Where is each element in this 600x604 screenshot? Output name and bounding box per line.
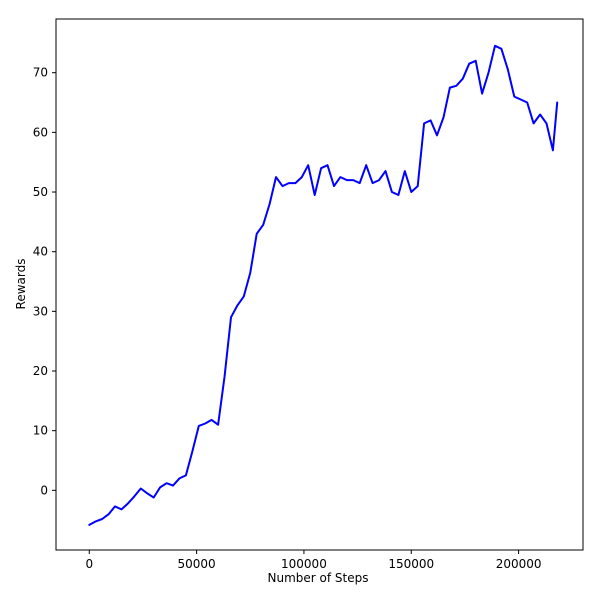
series-layer [88,44,559,526]
x-axis-ticks: 0 50000 100000 150000 200000 [85,550,542,571]
y-tick-label: 20 [33,364,48,378]
y-tick-label: 70 [33,66,48,80]
y-axis-label: Rewards [14,259,28,310]
x-tick-label: 0 [85,557,93,571]
rewards-series-line [88,44,559,526]
y-tick-label: 60 [33,125,48,139]
y-axis-ticks: 0 10 20 30 40 50 60 70 [33,66,56,497]
y-tick-label: 10 [33,424,48,438]
x-tick-label: 100000 [281,557,327,571]
y-tick-label: 40 [33,245,48,259]
x-tick-label: 150000 [388,557,434,571]
x-tick-label: 50000 [178,557,216,571]
x-tick-label: 200000 [496,557,542,571]
y-tick-label: 0 [40,483,48,497]
x-axis-label: Number of Steps [268,571,369,585]
plot-frame [55,18,584,551]
y-tick-label: 30 [33,304,48,318]
y-tick-label: 50 [33,185,48,199]
